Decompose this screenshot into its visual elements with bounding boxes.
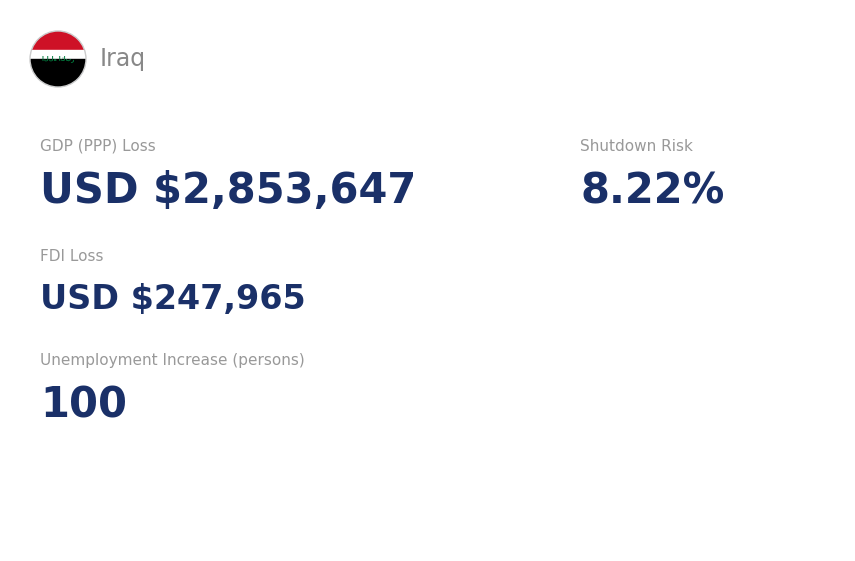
Bar [30,12,86,50]
Text: Shutdown Risk: Shutdown Risk [580,139,693,154]
Text: GDP (PPP) Loss: GDP (PPP) Loss [40,139,156,154]
Text: USD $247,965: USD $247,965 [40,283,306,315]
Text: USD $2,853,647: USD $2,853,647 [40,170,416,212]
Text: Iraq: Iraq [100,47,146,71]
Text: 100: 100 [40,385,127,427]
Text: 8.22%: 8.22% [580,170,724,212]
Text: FDI Loss: FDI Loss [40,249,103,264]
Text: الله اكبر: الله اكبر [42,56,74,62]
Text: Unemployment Increase (persons): Unemployment Increase (persons) [40,353,304,369]
Bar [30,50,86,68]
Circle shape [30,31,86,87]
Bar [30,59,86,96]
